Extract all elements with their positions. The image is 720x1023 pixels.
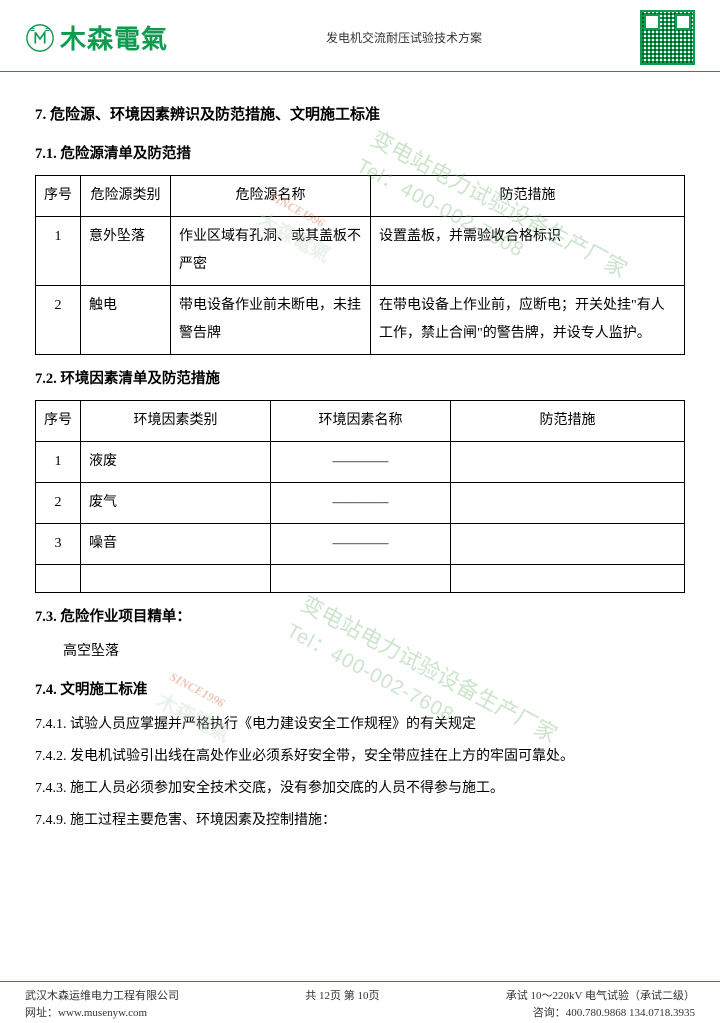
page-number: 共 12页 第 10页 [179, 988, 506, 1005]
logo-text: 木森電氣 [60, 19, 168, 56]
table-header-row: 序号 危险源类别 危险源名称 防范措施 [36, 176, 685, 217]
cell-seq: 1 [36, 217, 81, 286]
cell-cat: 液废 [81, 442, 271, 483]
cell-cat: 意外坠落 [81, 217, 171, 286]
table-row: 1 液废 ———— [36, 442, 685, 483]
section-7-1-title: 7.1. 危险源清单及防范措 [35, 140, 685, 169]
th-seq: 序号 [36, 176, 81, 217]
footer-right: 承试 10～220kV 电气试验（承试二级） 咨询：400.780.9868 1… [506, 988, 695, 1021]
cell-name: 带电设备作业前未断电，未挂警告牌 [171, 286, 371, 355]
cell-seq: 3 [36, 524, 81, 565]
section-7-2-title: 7.2. 环境因素清单及防范措施 [35, 365, 685, 394]
cell-measure [451, 483, 685, 524]
env-table: 序号 环境因素类别 环境因素名称 防范措施 1 液废 ———— 2 废气 ———… [35, 400, 685, 593]
cell-name: ———— [271, 483, 451, 524]
cell-name: ———— [271, 442, 451, 483]
page-footer: 武汉木森运维电力工程有限公司 网址：www.musenyw.com 共 12页 … [0, 981, 720, 1023]
th-category: 环境因素类别 [81, 401, 271, 442]
cell-measure [451, 442, 685, 483]
qr-code-icon [640, 10, 695, 65]
table-row: 3 噪音 ———— [36, 524, 685, 565]
item-7-4-3: 7.4.3. 施工人员必须参加安全技术交底，没有参加交底的人员不得参与施工。 [35, 775, 685, 803]
table-row: 2 触电 带电设备作业前未断电，未挂警告牌 在带电设备上作业前，应断电；开关处挂… [36, 286, 685, 355]
main-content: 7. 危险源、环境因素辨识及防范措施、文明施工标准 7.1. 危险源清单及防范措… [0, 72, 720, 835]
company-url: 网址：www.musenyw.com [25, 1005, 179, 1022]
table-empty-row [36, 565, 685, 593]
cell-measure: 在带电设备上作业前，应断电；开关处挂"有人工作，禁止合闸"的警告牌，并设专人监护… [371, 286, 685, 355]
contact-info: 咨询：400.780.9868 134.0718.3935 [506, 1005, 695, 1022]
section-7-title: 7. 危险源、环境因素辨识及防范措施、文明施工标准 [35, 100, 685, 130]
cell-cat: 噪音 [81, 524, 271, 565]
table-header-row: 序号 环境因素类别 环境因素名称 防范措施 [36, 401, 685, 442]
cell-measure [451, 524, 685, 565]
document-title: 发电机交流耐压试验技术方案 [326, 29, 482, 46]
cell-cat: 废气 [81, 483, 271, 524]
table-row: 2 废气 ———— [36, 483, 685, 524]
section-7-3-body: 高空坠落 [35, 638, 685, 666]
th-name: 环境因素名称 [271, 401, 451, 442]
th-seq: 序号 [36, 401, 81, 442]
item-7-4-1: 7.4.1. 试验人员应掌握并严格执行《电力建设安全工作规程》的有关规定 [35, 711, 685, 739]
th-measure: 防范措施 [451, 401, 685, 442]
cert-info: 承试 10～220kV 电气试验（承试二级） [506, 988, 695, 1005]
footer-center: 共 12页 第 10页 [179, 988, 506, 1005]
th-name: 危险源名称 [171, 176, 371, 217]
cell-seq: 2 [36, 286, 81, 355]
page-header: 木森電氣 发电机交流耐压试验技术方案 [0, 0, 720, 72]
cell-cat: 触电 [81, 286, 171, 355]
cell-name: 作业区域有孔洞、或其盖板不严密 [171, 217, 371, 286]
company-name: 武汉木森运维电力工程有限公司 [25, 988, 179, 1005]
company-logo-icon [25, 23, 55, 53]
footer-left: 武汉木森运维电力工程有限公司 网址：www.musenyw.com [25, 988, 179, 1021]
hazard-table: 序号 危险源类别 危险源名称 防范措施 1 意外坠落 作业区域有孔洞、或其盖板不… [35, 175, 685, 355]
cell-name: ———— [271, 524, 451, 565]
section-7-3-title: 7.3. 危险作业项目精单： [35, 603, 685, 632]
cell-seq: 2 [36, 483, 81, 524]
th-measure: 防范措施 [371, 176, 685, 217]
table-row: 1 意外坠落 作业区域有孔洞、或其盖板不严密 设置盖板，并需验收合格标识 [36, 217, 685, 286]
cell-seq: 1 [36, 442, 81, 483]
cell-measure: 设置盖板，并需验收合格标识 [371, 217, 685, 286]
th-category: 危险源类别 [81, 176, 171, 217]
item-7-4-9: 7.4.9. 施工过程主要危害、环境因素及控制措施： [35, 807, 685, 835]
logo-area: 木森電氣 [25, 19, 168, 56]
item-7-4-2: 7.4.2. 发电机试验引出线在高处作业必须系好安全带，安全带应挂在上方的牢固可… [35, 743, 685, 771]
section-7-4-title: 7.4. 文明施工标准 [35, 676, 685, 705]
